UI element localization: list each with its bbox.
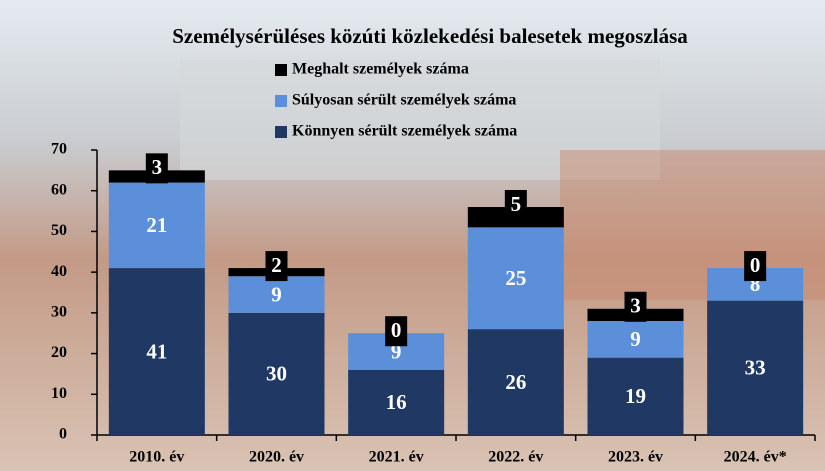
value-label: 25 — [505, 266, 526, 290]
y-tick-label: 30 — [51, 304, 67, 321]
legend-label: Meghalt személyek száma — [292, 61, 469, 78]
x-tick-label: 2024. év* — [724, 449, 787, 466]
value-label: 33 — [745, 356, 766, 380]
y-tick-label: 70 — [51, 141, 67, 158]
value-label: 26 — [505, 370, 526, 394]
value-label: 0 — [391, 318, 402, 342]
value-label: 30 — [266, 362, 287, 386]
y-tick-label: 10 — [51, 385, 67, 402]
legend-swatch — [275, 126, 287, 138]
value-label: 3 — [152, 155, 163, 179]
legend-swatch — [275, 64, 287, 76]
x-tick-label: 2020. év — [249, 449, 304, 466]
chart: Személysérüléses közúti közlekedési bale… — [0, 0, 825, 471]
value-label: 9 — [271, 282, 282, 306]
legend-swatch — [275, 95, 287, 107]
y-tick-label: 50 — [51, 222, 67, 239]
x-tick-label: 2010. év — [129, 449, 184, 466]
value-label: 2 — [271, 253, 282, 277]
value-label: 16 — [386, 390, 407, 414]
y-tick-label: 40 — [51, 263, 67, 280]
chart-title: Személysérüléses közúti közlekedési bale… — [172, 24, 688, 48]
legend-label: Súlyosan sérült személyek száma — [292, 92, 516, 109]
value-label: 5 — [511, 192, 522, 216]
x-tick-label: 2022. év — [488, 449, 543, 466]
y-tick-label: 20 — [51, 344, 67, 361]
value-label: 0 — [750, 253, 761, 277]
x-tick-label: 2021. év — [369, 449, 424, 466]
value-label: 3 — [630, 294, 641, 318]
y-tick-label: 0 — [59, 426, 67, 443]
value-label: 19 — [625, 384, 646, 408]
value-label: 41 — [146, 339, 167, 363]
y-tick-label: 60 — [51, 181, 67, 198]
value-label: 21 — [146, 213, 167, 237]
legend-label: Könnyen sérült személyek száma — [292, 123, 517, 140]
value-label: 9 — [630, 327, 641, 351]
x-tick-label: 2023. év — [608, 449, 663, 466]
